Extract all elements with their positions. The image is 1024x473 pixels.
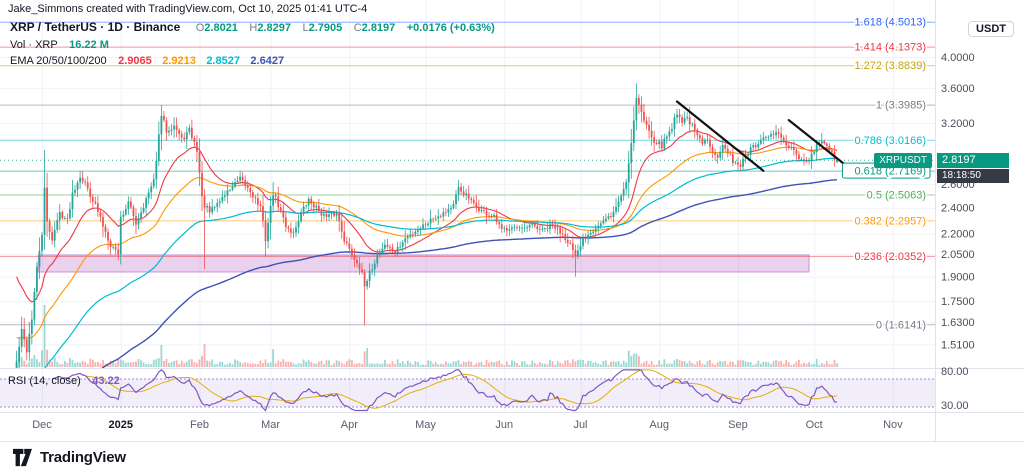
volume-legend-row[interactable]: Vol · XRP 16.22 M: [10, 37, 109, 52]
ohlc-low-label: L: [302, 22, 309, 34]
svg-text:Sep: Sep: [728, 419, 748, 431]
svg-text:2.4000: 2.4000: [941, 203, 975, 215]
svg-text:1.414 (4.1373): 1.414 (4.1373): [854, 42, 926, 54]
tradingview-logo-icon: [13, 448, 32, 467]
svg-text:0.236 (2.0352): 0.236 (2.0352): [854, 251, 926, 263]
svg-text:1.9000: 1.9000: [941, 272, 975, 284]
svg-text:Aug: Aug: [649, 419, 669, 431]
volume-value: 16.22 M: [69, 39, 109, 51]
svg-text:4.0000: 4.0000: [941, 52, 975, 64]
svg-text:Apr: Apr: [341, 419, 358, 431]
symbol-legend-row[interactable]: XRP / TetherUS · 1D · Binance O2.8021 H2…: [10, 20, 495, 35]
svg-text:3.2000: 3.2000: [941, 118, 975, 130]
attribution-text: Jake_Simmons created with TradingView.co…: [8, 3, 368, 15]
svg-text:Mar: Mar: [261, 419, 280, 431]
svg-text:2025: 2025: [108, 419, 132, 431]
svg-text:Dec: Dec: [32, 419, 52, 431]
rsi-axis-tick-30: 30.00: [941, 400, 969, 412]
rsi-axis-tick-80: 80.00: [941, 366, 969, 378]
svg-text:2.0500: 2.0500: [941, 249, 975, 261]
svg-text:1 (3.3985): 1 (3.3985): [876, 100, 926, 112]
svg-text:3.6000: 3.6000: [941, 83, 975, 95]
svg-text:Jul: Jul: [573, 419, 587, 431]
svg-text:1.5100: 1.5100: [941, 339, 975, 351]
footer-bar: TradingView: [0, 441, 1024, 473]
svg-text:1.272 (3.8839): 1.272 (3.8839): [854, 60, 926, 72]
ema-label: EMA 20/50/100/200: [10, 55, 107, 67]
currency-unit-toggle[interactable]: USDT: [968, 21, 1014, 37]
ema200-value: 2.6427: [250, 55, 285, 67]
ohlc-change: +0.0176 (+0.63%): [406, 22, 495, 34]
svg-text:May: May: [415, 419, 436, 431]
svg-text:0.5 (2.5063): 0.5 (2.5063): [867, 189, 926, 201]
ohlc-close-label: C: [353, 22, 362, 34]
ema-legend-row[interactable]: EMA 20/50/100/200 2.9065 2.9213 2.8527 2…: [10, 53, 284, 68]
ohlc-high-value: 2.8297: [257, 22, 291, 34]
ema100-value: 2.8527: [206, 55, 240, 67]
svg-text:0.786 (3.0166): 0.786 (3.0166): [854, 135, 926, 147]
svg-text:Oct: Oct: [806, 419, 823, 431]
svg-text:Jun: Jun: [495, 419, 513, 431]
volume-label: Vol · XRP: [10, 39, 58, 51]
ohlc-open-value: 2.8021: [204, 22, 238, 34]
rsi-label: RSI (14, close): [8, 375, 81, 387]
svg-text:1.6300: 1.6300: [941, 317, 975, 329]
symbol-title: XRP / TetherUS · 1D · Binance: [10, 20, 181, 34]
price-chart-canvas[interactable]: 1.618 (4.5013) 1.414 (4.1373) 1.272 (3.883…: [0, 0, 1024, 441]
symbol-price-flag: XRPUSDT: [874, 153, 932, 168]
rsi-value: 43.22: [92, 375, 120, 387]
svg-text:Nov: Nov: [883, 419, 903, 431]
tradingview-logo-link[interactable]: TradingView: [12, 448, 126, 467]
ohlc-open-label: O: [195, 22, 205, 34]
bar-countdown-tag: 18:18:50: [937, 169, 1009, 183]
svg-text:1.7500: 1.7500: [941, 296, 975, 308]
ohlc-low-value: 2.7905: [308, 22, 343, 34]
ohlc-close-value: 2.8197: [361, 22, 396, 34]
svg-text:1.618 (4.5013): 1.618 (4.5013): [854, 17, 926, 29]
svg-text:0.382 (2.2957): 0.382 (2.2957): [854, 215, 926, 227]
svg-text:2.2000: 2.2000: [941, 228, 975, 240]
ema50-value: 2.9213: [162, 55, 196, 67]
svg-text:Feb: Feb: [190, 419, 209, 431]
rsi-legend-row[interactable]: RSI (14, close) 43.22: [8, 371, 120, 389]
ema20-value: 2.9065: [118, 55, 152, 67]
svg-text:0 (1.6141): 0 (1.6141): [876, 319, 926, 331]
tradingview-brand-name: TradingView: [40, 449, 126, 466]
last-price-tag: 2.8197: [937, 153, 1009, 168]
ohlc-high-label: H: [249, 22, 258, 34]
